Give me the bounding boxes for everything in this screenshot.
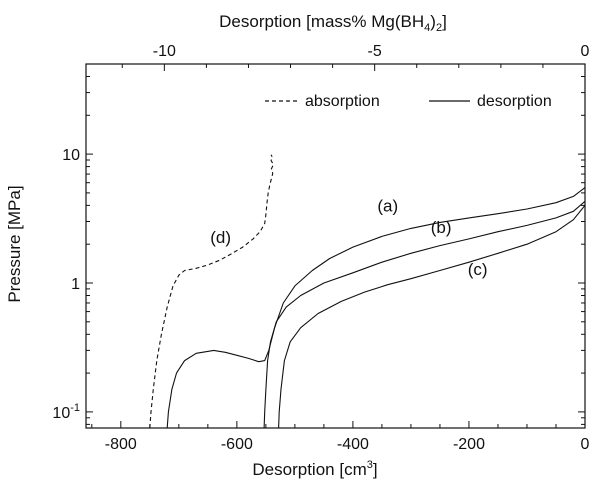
series-line-c bbox=[278, 205, 585, 428]
curves-layer bbox=[149, 154, 585, 428]
legend-absorption-label: absorption bbox=[305, 93, 380, 110]
x-tick-label: -800 bbox=[105, 436, 137, 453]
plot-frame bbox=[85, 63, 586, 429]
top-x-tick-label: -10 bbox=[153, 43, 176, 60]
x-tick-label: -600 bbox=[221, 436, 253, 453]
legend: absorption desorption bbox=[265, 93, 552, 110]
x-tick-label: -400 bbox=[337, 436, 369, 453]
curve-label-a: (a) bbox=[377, 196, 398, 215]
y-axis-title: Pressure [MPa] bbox=[5, 185, 24, 302]
top-x-tick-label: -5 bbox=[368, 43, 382, 60]
curve-label-c: (c) bbox=[468, 260, 488, 279]
y-tick-label: 10-1 bbox=[52, 402, 80, 422]
top-x-tick-label: 0 bbox=[581, 43, 590, 60]
series-line-a bbox=[166, 187, 585, 428]
y-tick-label: 10 bbox=[62, 147, 80, 164]
series-line-d bbox=[149, 154, 274, 428]
y-tick-label: 1 bbox=[71, 276, 80, 293]
tick-labels-layer: -800 -600 -400 -200 0 -10 -5 0 10-1 1 10 bbox=[52, 43, 589, 453]
x-axis-title: Desorption [cm3] bbox=[252, 459, 377, 479]
curve-label-b: (b) bbox=[431, 218, 452, 237]
series-line-b bbox=[263, 200, 585, 428]
x-tick-label: 0 bbox=[581, 436, 590, 453]
top-x-axis-title: Desorption [mass% Mg(BH4)2] bbox=[219, 12, 447, 34]
ticks-layer bbox=[86, 63, 586, 428]
x-tick-label: -200 bbox=[453, 436, 485, 453]
legend-desorption-label: desorption bbox=[477, 93, 552, 110]
curve-label-d: (d) bbox=[210, 228, 231, 247]
